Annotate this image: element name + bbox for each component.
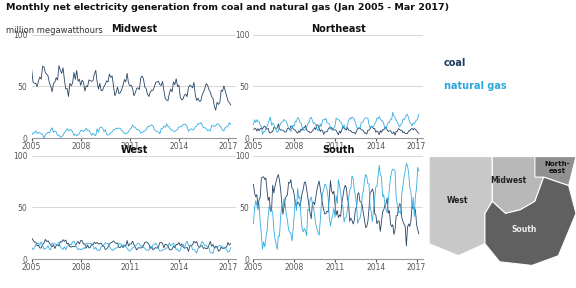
Text: North-
east: North- east [544, 161, 570, 174]
Text: coal: coal [444, 58, 466, 68]
Title: West: West [120, 145, 147, 155]
Text: Midwest: Midwest [490, 176, 526, 185]
Title: Midwest: Midwest [111, 24, 157, 34]
Polygon shape [429, 157, 492, 256]
Text: million megawatthours: million megawatthours [6, 26, 103, 35]
Text: South: South [512, 225, 537, 234]
Title: Northeast: Northeast [311, 24, 366, 34]
Polygon shape [492, 157, 544, 213]
Text: Monthly net electricity generation from coal and natural gas (Jan 2005 - Mar 201: Monthly net electricity generation from … [6, 3, 449, 12]
Polygon shape [535, 157, 576, 185]
Polygon shape [485, 177, 576, 266]
Text: West: West [446, 196, 468, 204]
Text: natural gas: natural gas [444, 81, 506, 91]
Title: South: South [322, 145, 355, 155]
